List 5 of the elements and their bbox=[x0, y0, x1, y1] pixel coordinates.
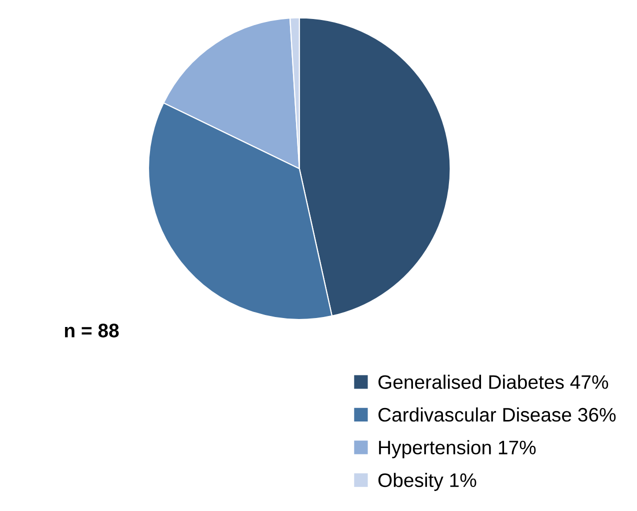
legend-label: Generalised Diabetes 47% bbox=[378, 374, 608, 389]
legend-label: Obesity 1% bbox=[378, 472, 476, 491]
legend-label: Hypertension 17% bbox=[379, 440, 536, 458]
text: n = 88 bbox=[64, 324, 119, 338]
legend-label: Cardivascular Disease 36% bbox=[378, 407, 616, 422]
